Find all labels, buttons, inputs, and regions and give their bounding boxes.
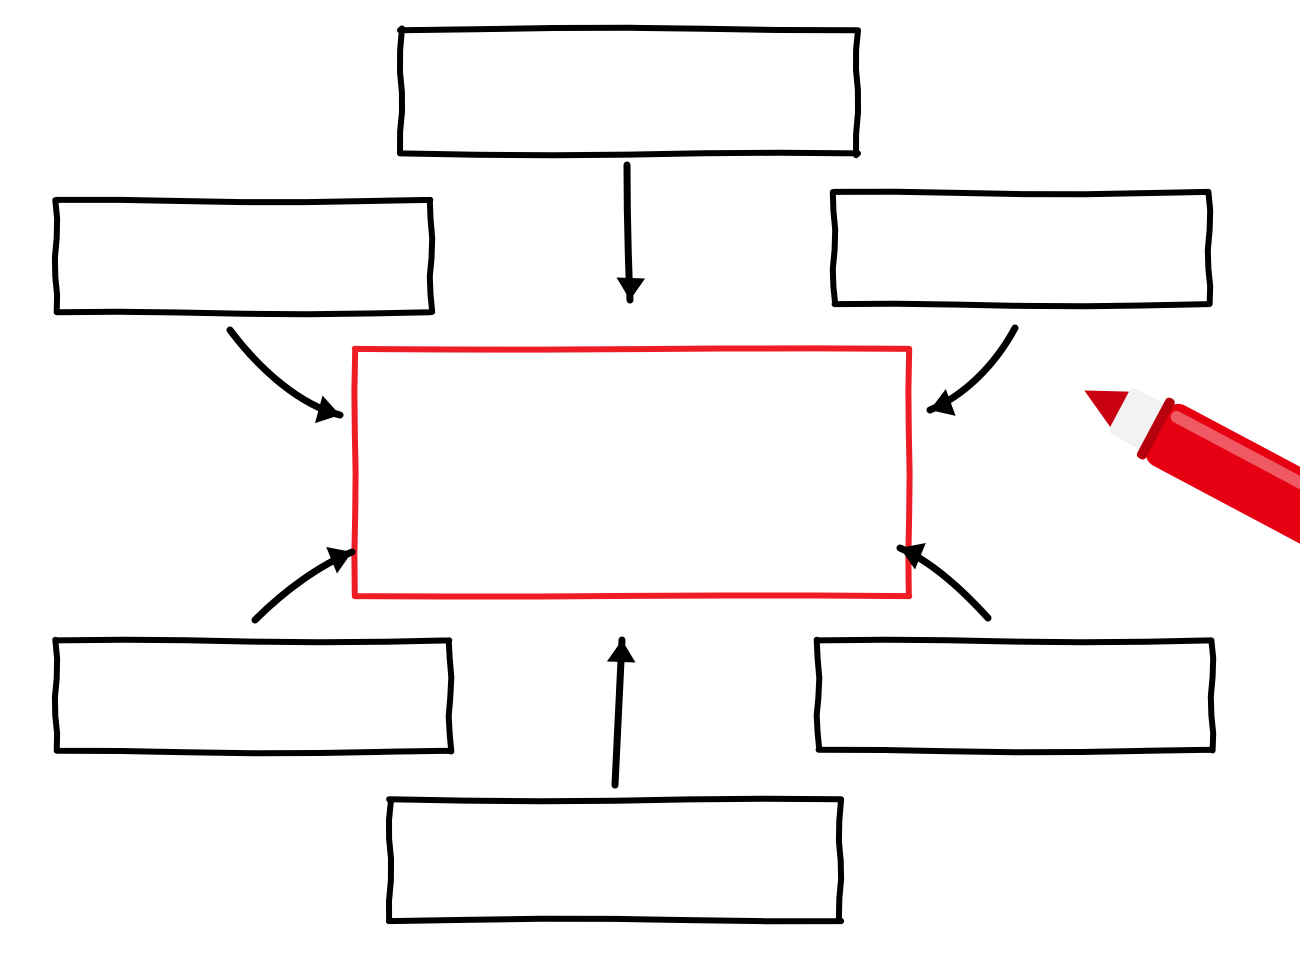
flowchart-canvas xyxy=(0,0,1300,972)
canvas-background xyxy=(0,0,1300,972)
